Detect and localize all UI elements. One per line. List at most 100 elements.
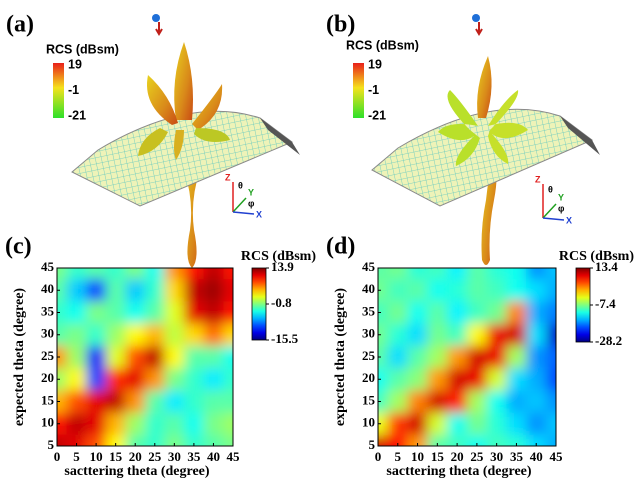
heatmap-cell: [106, 324, 126, 346]
heatmap-cell: [125, 346, 145, 368]
heatmap-cell: [388, 237, 408, 279]
y-tick-label: 5: [48, 437, 55, 452]
colorbar: [353, 63, 364, 118]
x-tick-label: 20: [451, 449, 464, 464]
heatmap-cell: [86, 368, 106, 390]
y-tick-label: 45: [41, 259, 55, 274]
heatmap-cell: [427, 390, 447, 412]
heatmap-cell: [125, 413, 145, 435]
colorbar-tick-label: 13.9: [271, 259, 294, 274]
heatmap-cell: [165, 237, 185, 279]
heatmap-cell: [408, 368, 428, 390]
y-tick-label: 30: [41, 326, 54, 341]
heatmap-cell: [125, 390, 145, 412]
heatmap-cell: [67, 346, 87, 368]
colorbar-title: RCS (dBsm): [46, 42, 119, 56]
x-tick-label: 5: [395, 449, 402, 464]
y-tick-label: 5: [369, 437, 376, 452]
heatmap-cell: [204, 279, 224, 301]
heatmap-cell: [86, 324, 106, 346]
colorbar-tick-label: 19: [68, 57, 82, 71]
heatmap-cell: [145, 279, 165, 301]
y-tick-label: 35: [362, 303, 376, 318]
y-tick-label: 25: [41, 348, 55, 363]
heatmap-cell: [467, 346, 487, 368]
x-tick-label: 5: [73, 449, 80, 464]
heatmap-cell: [526, 346, 546, 368]
heatmap-cell: [204, 346, 224, 368]
x-tick-label: 15: [431, 449, 445, 464]
heatmap-cell: [125, 368, 145, 390]
y-tick-label: 45: [362, 259, 376, 274]
colorbar: [252, 268, 266, 340]
panel-label: (c): [5, 234, 32, 260]
y-tick-label: 20: [362, 370, 375, 385]
heatmap-cell: [487, 279, 507, 301]
heatmap-cells: [27, 237, 263, 477]
heatmap-cell: [487, 346, 507, 368]
x-axis-label: sacttering theta (degree): [64, 464, 209, 479]
heatmap-cell: [223, 413, 263, 435]
heatmap-cell: [467, 324, 487, 346]
x-tick-label: 0: [54, 449, 61, 464]
heatmap-cell: [86, 390, 106, 412]
heatmap-cell: [204, 413, 224, 435]
x-tick-label: 25: [148, 449, 162, 464]
heatmap-cell: [408, 413, 428, 435]
heatmap-cell: [408, 279, 428, 301]
x-axis-label: sacttering theta (degree): [386, 464, 531, 479]
heatmap-cell: [507, 413, 527, 435]
heatmap-cell: [204, 301, 224, 323]
y-axis-label: expected theta (degree): [12, 288, 27, 426]
colorbar-title: RCS (dBsm): [346, 38, 419, 52]
x-tick-label: 35: [510, 449, 524, 464]
heatmap-cell: [67, 301, 87, 323]
heatmap-cell: [427, 279, 447, 301]
heatmap-cell: [447, 368, 467, 390]
panel-b: (b) RCS (dBsm) Z θ Y φ X 19-1-21: [326, 12, 600, 266]
heatmap-cell: [526, 390, 546, 412]
heatmap-cell: [184, 301, 204, 323]
heatmap-cell: [526, 368, 546, 390]
heatmap-cell: [145, 301, 165, 323]
x-tick-label: 35: [187, 449, 201, 464]
colorbar-tick-label: -1: [68, 83, 79, 97]
heatmap-cell: [204, 324, 224, 346]
heatmap-cell: [125, 279, 145, 301]
glyph: X: [566, 215, 572, 225]
heatmap-cell: [427, 346, 447, 368]
heatmap-cell: [125, 237, 145, 279]
heatmap-cell: [526, 237, 546, 279]
colorbar-tick-label: -1: [368, 83, 379, 97]
heatmap-cell: [447, 237, 467, 279]
heatmap-cell: [67, 390, 87, 412]
heatmap-cell: [546, 390, 586, 412]
heatmap-cell: [427, 368, 447, 390]
heatmap-cell: [165, 324, 185, 346]
heatmap-cell: [546, 368, 586, 390]
heatmap-cell: [223, 390, 263, 412]
heatmap-cell: [467, 390, 487, 412]
colorbar-tick-label: 13.4: [595, 259, 618, 274]
heatmap-cell: [204, 237, 224, 279]
panel-label: (b): [326, 12, 355, 38]
y-tick-label: 30: [362, 326, 375, 341]
glyph: Z: [225, 172, 231, 182]
heatmap-cell: [145, 390, 165, 412]
heatmap: [348, 237, 586, 477]
colorbar-tick-label: -28.2: [595, 333, 622, 348]
heatmap-cell: [145, 413, 165, 435]
heatmap-cell: [223, 346, 263, 368]
heatmap-cell: [184, 324, 204, 346]
heatmap-cell: [106, 390, 126, 412]
panel-label: (d): [326, 234, 355, 260]
heatmap-cell: [184, 346, 204, 368]
heatmap-cells: [348, 237, 586, 477]
x-tick-label: 45: [550, 449, 564, 464]
heatmap-cell: [388, 413, 408, 435]
glyph: φ: [558, 203, 565, 213]
y-tick-label: 35: [41, 303, 55, 318]
heatmap-cell: [86, 301, 106, 323]
heatmap-cell: [526, 324, 546, 346]
x-tick-label: 40: [207, 449, 220, 464]
